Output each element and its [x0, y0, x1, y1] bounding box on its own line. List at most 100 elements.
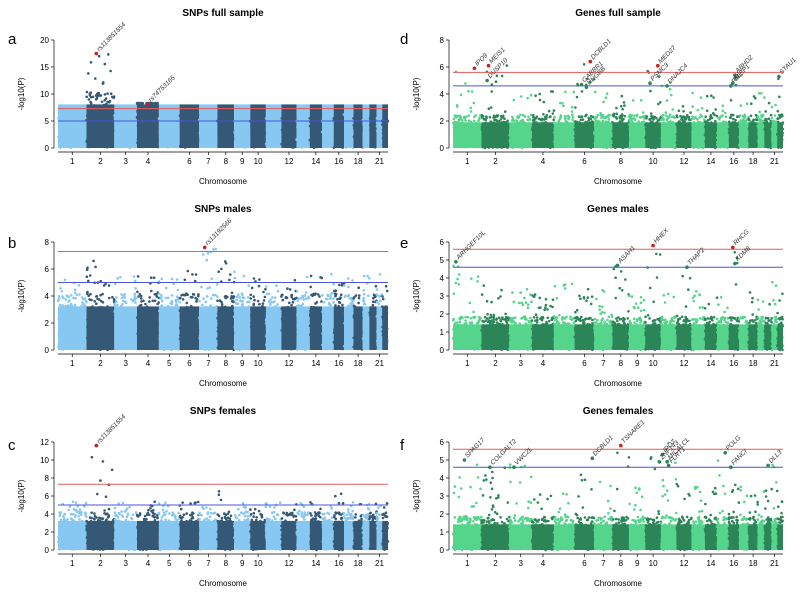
point — [346, 277, 350, 280]
point — [67, 300, 70, 303]
x-tick-label: 5 — [167, 359, 172, 368]
point-band — [137, 104, 159, 148]
point — [113, 511, 117, 514]
point — [195, 298, 199, 301]
point — [318, 511, 321, 514]
x-tick-label: 4 — [146, 157, 151, 166]
point — [239, 299, 242, 303]
x-tick-label: 1 — [70, 359, 75, 368]
point — [156, 101, 159, 105]
point — [139, 101, 143, 105]
point — [103, 62, 107, 66]
point — [246, 514, 249, 518]
point-band — [265, 104, 282, 148]
point — [103, 99, 106, 102]
point-band — [114, 104, 138, 148]
x-tick-label: 18 — [354, 157, 363, 166]
point — [269, 298, 272, 301]
point — [89, 292, 92, 296]
point-band — [344, 104, 354, 148]
point — [85, 515, 88, 518]
x-tick-label: 7 — [206, 157, 211, 166]
point — [191, 292, 195, 296]
point — [252, 277, 256, 280]
point — [384, 284, 388, 288]
point — [143, 514, 147, 518]
point — [258, 302, 261, 306]
point — [103, 509, 106, 512]
point — [153, 500, 156, 504]
point — [378, 294, 382, 298]
point — [161, 508, 165, 512]
point-band — [296, 520, 310, 550]
point — [334, 289, 338, 293]
point — [204, 300, 208, 304]
point — [230, 291, 234, 295]
point — [134, 287, 137, 290]
point — [106, 92, 109, 95]
point — [337, 300, 341, 304]
point-band — [353, 104, 363, 148]
point — [215, 283, 219, 286]
point — [302, 298, 306, 301]
point — [293, 278, 297, 282]
point — [74, 515, 77, 519]
point-band — [199, 104, 218, 148]
point — [153, 101, 157, 105]
x-tick-label: 21 — [375, 359, 384, 368]
hit-point — [94, 51, 99, 56]
point — [249, 508, 252, 511]
x-tick-label: 18 — [354, 359, 363, 368]
point — [367, 294, 370, 298]
point — [148, 296, 151, 299]
point — [330, 292, 333, 296]
point — [318, 515, 322, 519]
point — [151, 299, 154, 303]
y-tick-label: 20 — [40, 36, 49, 45]
point — [153, 299, 157, 303]
point — [121, 515, 125, 518]
point — [89, 61, 93, 64]
point — [139, 303, 143, 307]
point — [229, 273, 232, 276]
point — [338, 283, 341, 287]
point — [229, 514, 233, 518]
point — [330, 272, 333, 276]
point — [139, 297, 143, 300]
panel-letter: a — [8, 31, 17, 48]
point — [90, 298, 93, 302]
point — [272, 515, 276, 518]
point — [271, 296, 274, 299]
point — [134, 511, 138, 514]
point — [341, 303, 344, 307]
point — [362, 292, 366, 296]
point — [280, 517, 284, 520]
point — [95, 302, 98, 306]
point — [270, 511, 274, 514]
point — [175, 303, 178, 306]
point — [85, 95, 88, 99]
point — [77, 284, 81, 287]
point — [332, 297, 335, 300]
point — [242, 274, 246, 278]
point — [330, 516, 334, 519]
point — [264, 505, 268, 509]
point — [212, 248, 215, 251]
x-tick-label: 7 — [206, 359, 211, 368]
point — [178, 514, 182, 518]
point — [135, 101, 139, 105]
point-band — [234, 520, 251, 550]
point — [82, 298, 85, 301]
point-band — [58, 104, 87, 148]
y-tick-label: 2 — [45, 319, 50, 328]
point — [315, 301, 319, 304]
point — [107, 53, 110, 56]
point — [375, 288, 379, 291]
point — [375, 293, 379, 296]
point-band — [296, 306, 310, 350]
point — [137, 295, 140, 298]
y-tick-label: 5 — [45, 117, 50, 126]
point — [286, 287, 289, 290]
x-tick-label: 12 — [285, 157, 294, 166]
point-band — [234, 306, 251, 350]
